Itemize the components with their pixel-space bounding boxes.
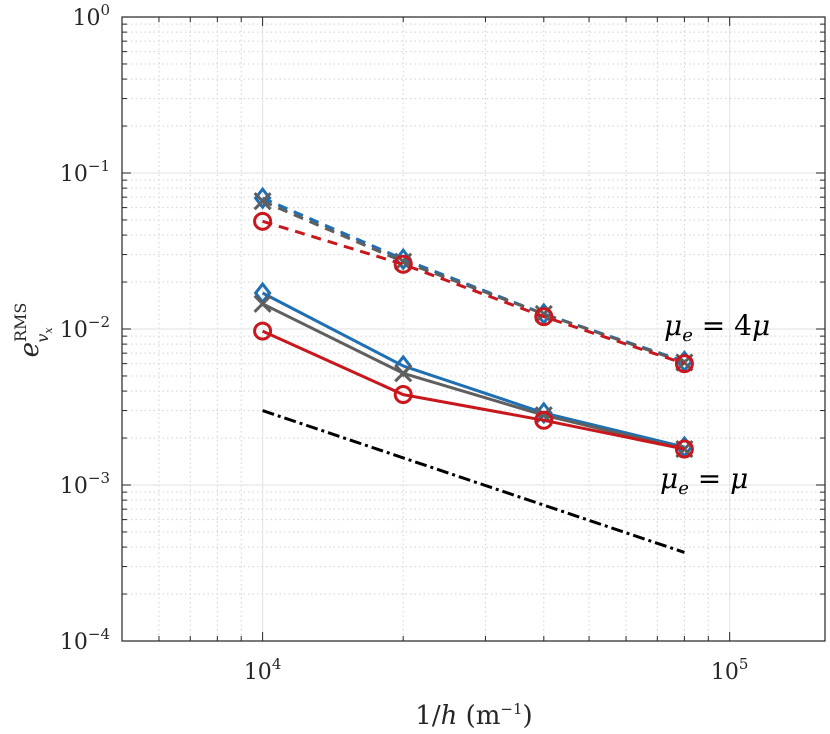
data-point-circle xyxy=(534,307,554,327)
data-point-circle xyxy=(253,211,273,231)
data-point-circle xyxy=(534,410,554,430)
annotation-mu-e-mu: μe = μ xyxy=(660,462,748,499)
data-point-x xyxy=(253,192,272,211)
data-point-circle xyxy=(674,354,694,374)
series-line-mu-diamond xyxy=(261,291,685,449)
y-tick-label: 10−3 xyxy=(60,469,110,499)
data-point-x xyxy=(394,252,413,271)
data-point-x xyxy=(394,364,413,383)
y-tick-label: 10−2 xyxy=(60,313,110,343)
y-axis-title: eRMS vx xyxy=(11,303,55,358)
y-tick-label: 10−4 xyxy=(60,625,110,655)
series-line-reference-none xyxy=(262,409,685,554)
data-point-circle xyxy=(393,254,413,274)
data-point-circle xyxy=(253,321,273,341)
series-line-mu-x xyxy=(261,302,685,451)
series-line-4mu-x xyxy=(262,199,685,364)
data-point-x xyxy=(253,294,272,313)
x-tick-label: 105 xyxy=(711,655,749,685)
ticks: 104 105 100 10−1 10−2 10−3 10−4 xyxy=(60,1,825,685)
series-layer xyxy=(253,186,694,554)
x-axis-title: 1/h (m−1) xyxy=(415,700,532,731)
data-point-x xyxy=(534,304,553,323)
data-point-circle xyxy=(393,385,413,405)
series-line-4mu-circle xyxy=(262,219,685,366)
y-tick-label: 100 xyxy=(72,1,110,31)
x-tick-label: 104 xyxy=(244,655,282,685)
annotation-mu-e-4mu: μe = 4μ xyxy=(664,309,770,346)
series-line-mu-circle xyxy=(261,329,685,451)
y-tick-label: 10−1 xyxy=(60,157,110,187)
data-point-circle xyxy=(674,439,694,459)
